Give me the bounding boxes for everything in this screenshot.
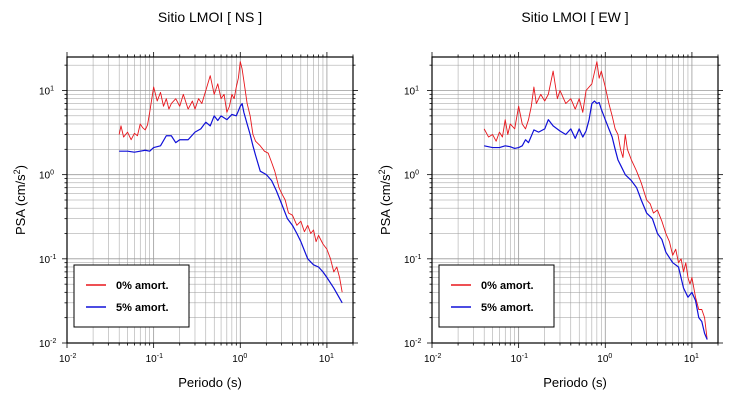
grid bbox=[431, 57, 719, 344]
x-tick-label: 10-1 bbox=[511, 353, 528, 365]
y-tick-label: 101 bbox=[39, 85, 54, 97]
x-tick-label: 100 bbox=[232, 353, 247, 365]
chart-title: Sitio LMOI [ NS ] bbox=[158, 9, 262, 25]
legend-box bbox=[73, 264, 190, 328]
y-tick-label: 101 bbox=[404, 85, 419, 97]
chart-title: Sitio LMOI [ EW ] bbox=[521, 9, 628, 25]
series-line-0pct bbox=[118, 61, 343, 293]
y-tick-label: 10-2 bbox=[404, 338, 421, 350]
legend-label-0pct: 0% amort. bbox=[116, 280, 169, 292]
x-tick-label: 100 bbox=[597, 353, 612, 365]
series-line-0pct bbox=[483, 61, 708, 340]
ticks: 10-2 10-1 100 101 10-2 10-1 100 101 bbox=[39, 52, 358, 365]
legend: 0% amort. 5% amort. bbox=[73, 264, 190, 328]
x-tick-label: 10-1 bbox=[146, 353, 163, 365]
series-line-5pct bbox=[484, 100, 708, 340]
x-tick-label: 101 bbox=[319, 353, 334, 365]
x-axis-label: Periodo (s) bbox=[178, 375, 242, 390]
legend-label-0pct: 0% amort. bbox=[481, 280, 534, 292]
legend-label-5pct: 5% amort. bbox=[481, 302, 534, 314]
y-tick-label: 100 bbox=[404, 170, 419, 182]
x-tick-label: 10-2 bbox=[59, 353, 76, 365]
ticks: 10-2 10-1 100 101 10-2 10-1 100 101 bbox=[404, 52, 723, 365]
y-axis-label: PSA (cm/s2) bbox=[12, 165, 28, 235]
x-tick-label: 10-2 bbox=[424, 353, 441, 365]
y-tick-label: 10-1 bbox=[39, 254, 56, 266]
x-tick-label: 101 bbox=[684, 353, 699, 365]
y-tick-label: 100 bbox=[39, 170, 54, 182]
chart-panel-ew: 10-2 10-1 100 101 10-2 10-1 100 101 Sitio LMOI [… bbox=[377, 9, 723, 390]
series-line-5pct bbox=[119, 102, 343, 304]
legend: 0% amort. 5% amort. bbox=[438, 264, 555, 328]
legend-label-5pct: 5% amort. bbox=[116, 302, 169, 314]
y-tick-label: 10-1 bbox=[404, 254, 421, 266]
chart-panel-ns: 10-2 10-1 100 101 10-2 10-1 100 101 Sitio LMOI [… bbox=[12, 9, 358, 390]
y-axis-label: PSA (cm/s2) bbox=[377, 165, 393, 235]
x-axis-label: Periodo (s) bbox=[543, 375, 607, 390]
legend-box bbox=[438, 264, 555, 328]
y-tick-label: 10-2 bbox=[39, 338, 56, 350]
